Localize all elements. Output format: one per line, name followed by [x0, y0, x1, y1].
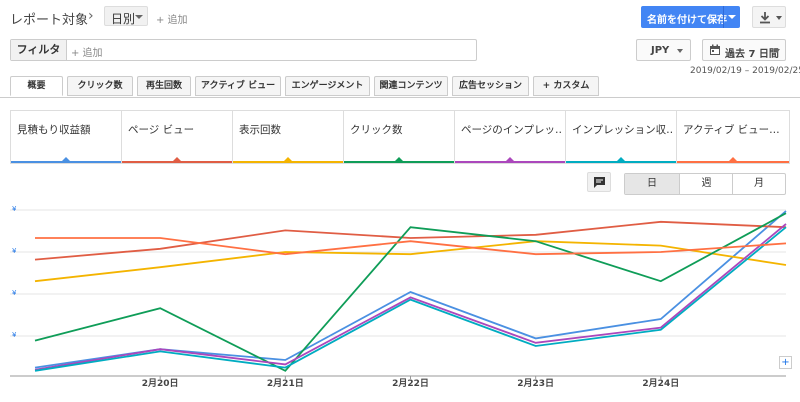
y-tick-label: ¥ [12, 205, 17, 213]
series-line [34, 226, 787, 372]
filter-label: フィルタ [11, 40, 67, 60]
caret-up-icon [506, 157, 514, 161]
metric-label: 表示回数 [239, 124, 281, 136]
save-as-label: 名前を付けて保存 [647, 15, 727, 26]
top-bar: レポート対象 › 日別 + 追加 名前を付けて保存 [0, 0, 800, 34]
tab-overview[interactable]: 概要 [10, 76, 63, 96]
granularity-month[interactable]: 月 [732, 174, 785, 194]
caret-up-icon [395, 157, 403, 161]
report-title: レポート対象 [10, 13, 89, 28]
annotation-button[interactable] [587, 172, 611, 192]
date-range-text: 2019/02/19 – 2019/02/25 [690, 66, 800, 76]
y-tick-label: ¥ [12, 331, 17, 339]
metric-card[interactable]: アクティブ ビュー… [677, 111, 789, 163]
x-tick-label: 2月21日 [267, 378, 304, 389]
y-tick-label: ¥ [12, 247, 17, 255]
caret-up-icon [729, 157, 737, 161]
metric-label: 見積もり収益額 [17, 124, 91, 136]
tab-clicks[interactable]: クリック数 [67, 76, 133, 96]
series-line [35, 237, 787, 256]
metric-selector: 見積もり収益額 ページ ビュー 表示回数 クリック数 ページのインプレッ… イン… [10, 110, 790, 164]
tab-custom[interactable]: + カスタム [533, 76, 599, 96]
caret-up-icon [284, 157, 292, 161]
metric-label: ページ ビュー [128, 124, 195, 136]
granularity-toggle: 日 週 月 [624, 173, 786, 195]
metric-card[interactable]: クリック数 [344, 111, 455, 163]
granularity-week[interactable]: 週 [679, 174, 733, 194]
y-tick-label: ¥ [12, 289, 17, 297]
metric-card[interactable]: インプレッション収… [566, 111, 677, 163]
metric-label: クリック数 [350, 124, 403, 136]
add-filter-link[interactable]: + 追加 [71, 48, 103, 59]
x-tick-label: 2月20日 [142, 378, 179, 389]
calendar-icon [710, 44, 720, 55]
tab-related-content[interactable]: 関連コンテンツ [374, 76, 448, 96]
chevron-right-icon: › [88, 8, 94, 24]
x-tick-label: 2月22日 [392, 378, 429, 389]
metric-color-bar [677, 161, 789, 163]
comment-icon [594, 177, 605, 188]
series-line [34, 240, 787, 283]
metric-card[interactable]: 表示回数 [233, 111, 344, 163]
metric-color-bar [233, 161, 343, 163]
tab-divider [0, 97, 800, 98]
caret-up-icon [173, 157, 181, 161]
date-range-select[interactable]: 過去 7 日間 [702, 39, 786, 61]
line-chart: 2月20日 2月21日 2月22日 2月23日 2月24日 ¥ ¥ ¥ ¥ [0, 198, 800, 402]
chevron-down-icon [776, 16, 782, 20]
series-line [34, 220, 787, 261]
x-tick-label: 2月24日 [642, 378, 679, 389]
granularity-day[interactable]: 日 [625, 174, 679, 194]
metric-label: アクティブ ビュー… [683, 124, 780, 136]
period-value: 日別 [111, 12, 136, 26]
chevron-down-icon [774, 49, 780, 53]
tab-views[interactable]: 再生回数 [137, 76, 191, 96]
series-line [34, 223, 787, 371]
chevron-down-icon [135, 15, 143, 19]
chart-svg: 2月20日 2月21日 2月22日 2月23日 2月24日 ¥ ¥ ¥ ¥ [10, 205, 787, 389]
metric-label: インプレッション収… [572, 124, 672, 136]
divider [723, 6, 724, 28]
metric-card[interactable]: ページのインプレッ… [455, 111, 566, 163]
zoom-plus-icon[interactable]: + [779, 356, 792, 369]
metric-color-bar [11, 161, 121, 163]
tab-active-view[interactable]: アクティブ ビュー [195, 76, 281, 96]
filter-bar[interactable]: フィルタ + 追加 [10, 39, 477, 61]
metric-label: ページのインプレッ… [461, 124, 561, 136]
metric-color-bar [344, 161, 454, 163]
caret-up-icon [62, 157, 70, 161]
currency-value: JPY [651, 45, 670, 56]
metric-card[interactable]: 見積もり収益額 [11, 111, 122, 163]
metric-card[interactable]: ページ ビュー [122, 111, 233, 163]
metric-color-bar [566, 161, 676, 163]
period-select[interactable]: 日別 [104, 6, 148, 26]
add-dimension-link[interactable]: + 追加 [156, 15, 188, 26]
currency-select[interactable]: JPY [636, 39, 691, 61]
metric-color-bar [455, 161, 565, 163]
series-line [34, 212, 787, 372]
series-line [34, 210, 787, 369]
tab-ad-sessions[interactable]: 広告セッション [452, 76, 529, 96]
date-range-value: 過去 7 日間 [725, 49, 779, 60]
tab-engagement[interactable]: エンゲージメント [285, 76, 370, 96]
download-button[interactable] [752, 6, 786, 28]
save-as-button[interactable]: 名前を付けて保存 [641, 6, 740, 28]
metric-color-bar [122, 161, 232, 163]
chevron-down-icon [677, 49, 683, 53]
x-tick-label: 2月23日 [517, 378, 554, 389]
chevron-down-icon[interactable] [728, 15, 736, 19]
caret-up-icon [617, 157, 625, 161]
download-icon [760, 12, 770, 24]
